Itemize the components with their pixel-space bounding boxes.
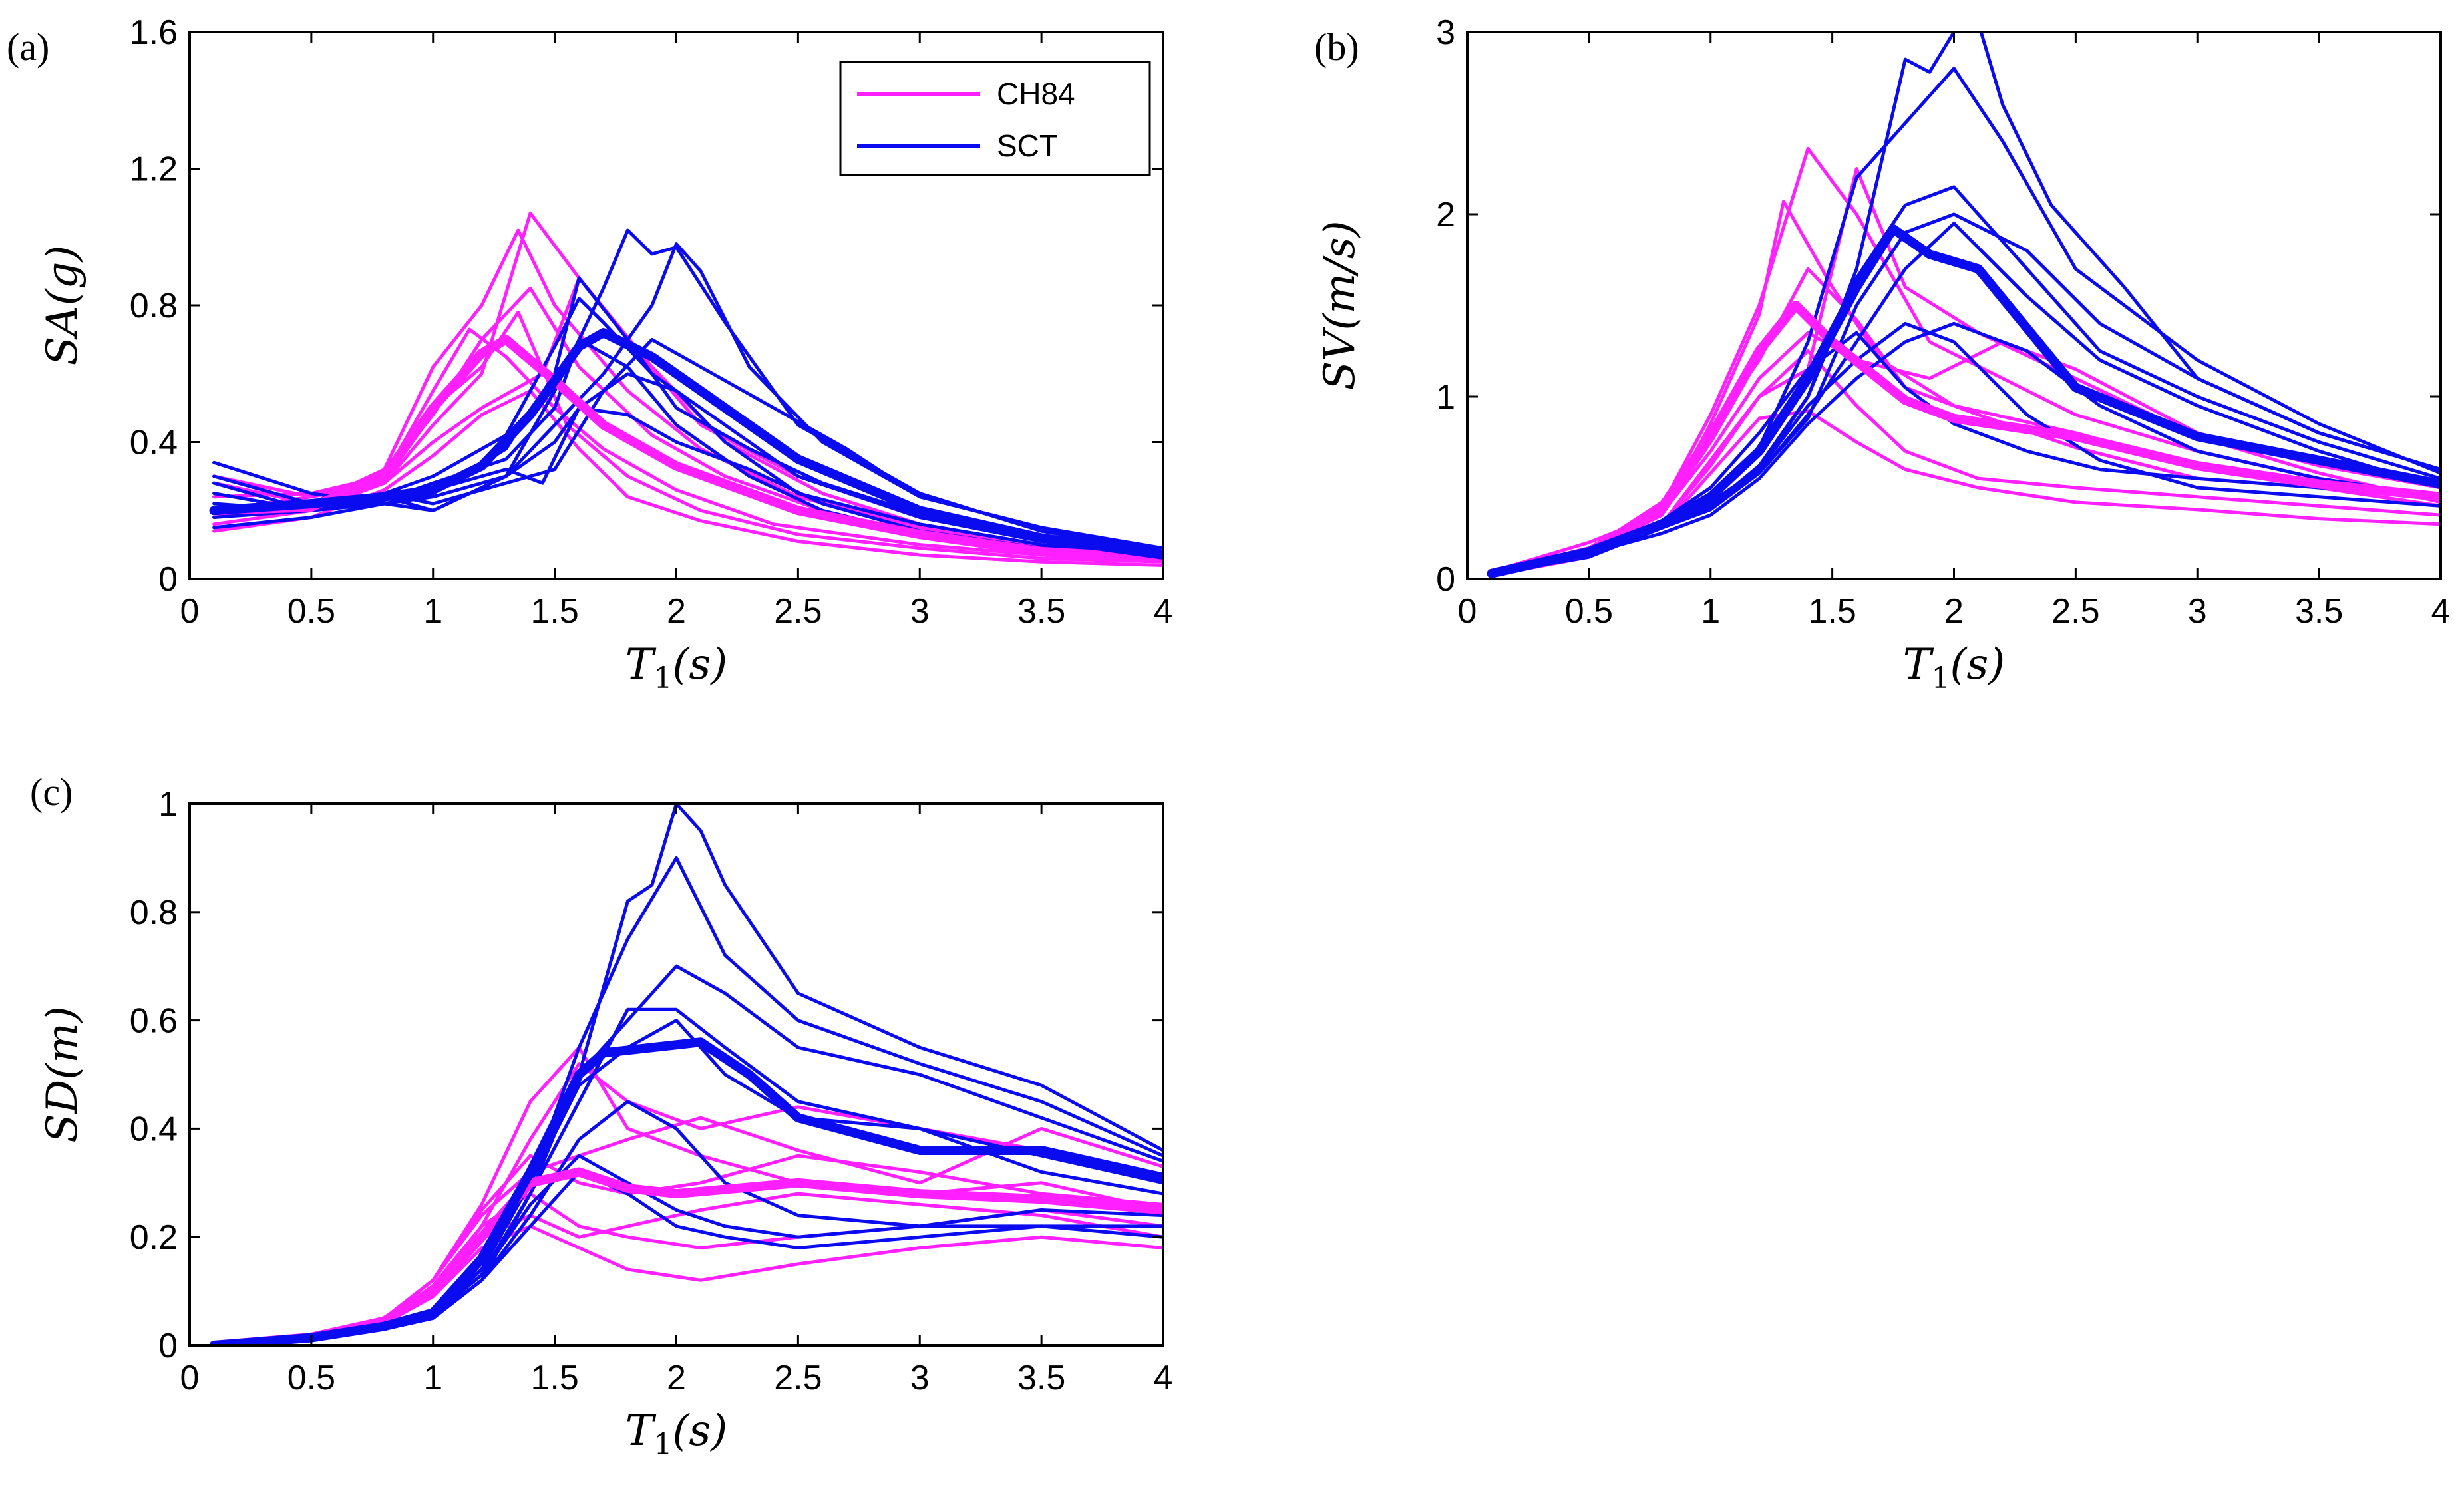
ch84-mean-line [209,1167,1163,1345]
y-axis-label: SV(m/s) [1316,220,1365,390]
sct-record-line [212,856,1163,1345]
ch84-record-line [1490,167,2441,576]
x-axis-label: T1(s) [625,1407,727,1462]
panel-label: (b) [1314,25,1359,69]
axes-box [188,802,1164,1347]
sct-mean-line [1487,224,2441,578]
chart-panel-2: 0 0.5 1 1.5 2 2.5 3 3.5 4 0 0.2 0.4 0.6 0.8 1 T1(s) SD(m… [30,770,1172,1462]
x-tick-label: 4 [1154,592,1173,631]
y-tick-label: 0.4 [130,1110,178,1148]
x-tick-label: 1.5 [1808,592,1856,631]
chart-panel-0: 0 0.5 1 1.5 2 2.5 3 3.5 4 0 0.4 0.8 1.2 1.6 T1(s) SA(g)… [7,13,1172,695]
x-tick-label: 3 [910,1359,930,1397]
x-tick-label: 2.5 [774,1359,822,1397]
series-group [209,804,1163,1345]
y-tick-label: 1.2 [130,150,178,189]
x-axis-label: T1(s) [1903,640,2005,695]
x-tick-label: 2.5 [2051,592,2099,631]
sct-record-line [212,297,1163,557]
panel-label: (c) [30,770,73,814]
y-tick-label: 1.6 [130,13,178,52]
x-tick-label: 3.5 [1017,592,1065,631]
x-tick-label: 4 [2431,592,2451,631]
x-tick-label: 2 [667,1359,686,1397]
sct-record-line [212,276,1163,557]
x-tick-label: 0 [180,592,200,631]
ch84-record-line [212,389,1163,567]
x-tick-label: 2 [1944,592,1964,631]
x-tick-label: 1 [1701,592,1720,631]
legend-ch84-label: CH84 [997,77,1075,111]
y-axis-label: SD(m) [38,1006,87,1143]
y-tick-label: 0.4 [130,424,178,462]
x-tick-label: 0.5 [287,592,335,631]
y-tick-label: 1 [1436,378,1455,416]
x-tick-label: 1.5 [530,592,578,631]
y-tick-label: 0 [1436,560,1455,599]
legend-sct-label: SCT [997,128,1058,163]
sct-record-line [1490,32,2441,576]
sct-record-line [212,1007,1163,1345]
axes-box [1466,31,2442,580]
sct-mean-line [209,328,1163,560]
y-tick-label: 0.8 [130,287,178,325]
y-tick-label: 0.8 [130,894,178,932]
sct-mean-line [209,1037,1163,1345]
x-tick-label: 3.5 [2295,592,2343,631]
x-tick-label: 0 [1458,592,1477,631]
x-tick-label: 4 [1154,1359,1173,1397]
x-tick-label: 1.5 [530,1359,578,1397]
x-tick-label: 3 [2188,592,2207,631]
series-group [1487,32,2441,578]
legend: CH84 SCT [839,61,1151,176]
y-tick-label: 0 [158,560,178,599]
sct-record-line [212,964,1163,1345]
legend-box [839,61,1151,176]
sct-record-line [1490,67,2441,576]
x-tick-label: 1 [423,592,442,631]
y-tick-label: 3 [1436,13,1455,52]
chart-panel-1: 0 0.5 1 1.5 2 2.5 3 3.5 4 0 1 2 3 T1(s) SV(m/s) (b) [1314,13,2450,695]
panel-label: (a) [7,25,49,69]
y-tick-label: 2 [1436,196,1455,234]
x-tick-label: 0.5 [287,1359,335,1397]
y-axis-label: SA(g) [38,246,87,366]
x-tick-label: 0.5 [1565,592,1613,631]
y-tick-label: 0 [158,1327,178,1365]
y-tick-label: 0.2 [130,1218,178,1257]
x-tick-label: 3.5 [1017,1359,1065,1397]
series-group [209,211,1163,567]
x-tick-label: 3 [910,592,930,631]
y-tick-label: 0.6 [130,1002,178,1041]
y-tick-label: 1 [158,785,178,824]
sct-record-line [1490,185,2441,576]
ch84-record-line [212,1062,1163,1345]
x-tick-label: 1 [423,1359,442,1397]
x-axis-label: T1(s) [625,640,727,695]
x-tick-label: 2 [667,592,686,631]
x-tick-label: 2.5 [774,592,822,631]
sct-record-line [212,1019,1163,1345]
x-tick-label: 0 [180,1359,200,1397]
